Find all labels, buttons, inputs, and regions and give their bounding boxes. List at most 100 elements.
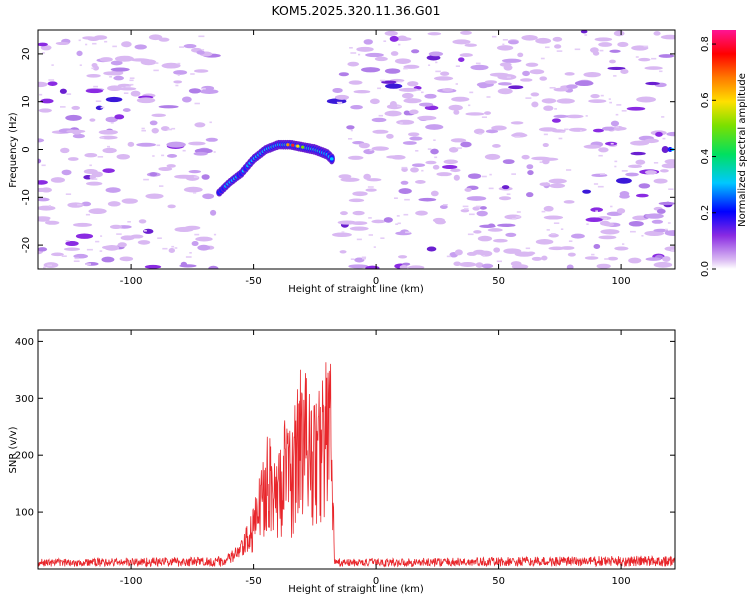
spectrogram-cell bbox=[354, 257, 365, 263]
spectrogram-cell bbox=[334, 94, 350, 100]
spectrogram-cell bbox=[360, 67, 381, 73]
spectrogram-cell bbox=[481, 175, 487, 178]
spectrogram-cell bbox=[584, 256, 599, 260]
spectrogram-cell bbox=[353, 90, 371, 94]
spectrogram-cell bbox=[456, 147, 462, 149]
spectrogram-cell bbox=[136, 142, 157, 147]
spectrogram-cell bbox=[122, 108, 131, 112]
spectrogram-cell bbox=[469, 213, 475, 216]
spectrogram-cell bbox=[484, 80, 498, 85]
spectrogram-cell bbox=[455, 83, 458, 85]
spectrogram-cell bbox=[202, 193, 215, 200]
spectrogram-cell bbox=[645, 81, 660, 86]
spectrogram-cell bbox=[59, 88, 67, 94]
spectrogram-cell bbox=[560, 131, 565, 133]
spectrogram-cell bbox=[434, 156, 438, 159]
spectrogram-cell bbox=[460, 141, 472, 148]
snr-panel: -100 -50 0 50 100 100 200 300 400 Height of str… bbox=[8, 329, 676, 595]
spectrogram-cell bbox=[425, 160, 437, 165]
spectrogram-x-tick-label: 100 bbox=[612, 276, 631, 287]
spectrogram-cell bbox=[580, 30, 588, 34]
spectrogram-cell bbox=[208, 265, 219, 269]
spectrogram-cell bbox=[93, 178, 98, 180]
spectrogram-cell bbox=[620, 69, 629, 75]
spectrogram-cell bbox=[369, 149, 373, 151]
spectrogram-cell bbox=[145, 193, 164, 199]
spectrogram-cell bbox=[521, 154, 530, 160]
spectrogram-cell bbox=[358, 53, 361, 56]
spectrogram-cell bbox=[410, 167, 419, 173]
spectrogram-cell bbox=[432, 217, 445, 223]
colorbar-gradient bbox=[712, 30, 736, 269]
spectrogram-cell bbox=[651, 219, 664, 224]
spectrogram-cell bbox=[92, 65, 99, 71]
spectrogram-cell bbox=[661, 146, 669, 153]
spectrogram-cell bbox=[193, 192, 197, 194]
spectrogram-cell bbox=[86, 73, 101, 78]
spectrogram-cell bbox=[105, 96, 123, 103]
spectrogram-cell bbox=[107, 201, 121, 207]
spectrogram-cell bbox=[197, 244, 211, 251]
spectrogram-cell bbox=[553, 114, 569, 118]
spectrogram-y-label: Frequency (Hz) bbox=[8, 112, 19, 188]
spectrogram-cell bbox=[521, 35, 538, 41]
spectrogram-cell bbox=[548, 178, 567, 184]
spectrogram-cell bbox=[397, 222, 401, 225]
spectrogram-cell bbox=[123, 92, 129, 94]
spectrogram-cell bbox=[593, 243, 601, 249]
spectrogram-cell bbox=[337, 102, 341, 105]
spectrogram-cell bbox=[541, 157, 559, 161]
spectrogram-cell bbox=[137, 240, 151, 245]
spectrogram-cell bbox=[585, 115, 588, 117]
signal-peak-cell bbox=[296, 144, 300, 148]
spectrogram-cell bbox=[365, 265, 380, 269]
spectrogram-cell bbox=[194, 122, 206, 128]
spectrogram-cell bbox=[628, 164, 643, 169]
spectrogram-cell bbox=[130, 90, 141, 97]
spectrogram-cell bbox=[116, 153, 130, 160]
spectrogram-cell bbox=[141, 129, 146, 132]
spectrogram-cell bbox=[453, 174, 460, 181]
spectrogram-cell bbox=[347, 61, 360, 67]
spectrogram-cell bbox=[408, 132, 420, 137]
spectrogram-cell bbox=[125, 86, 131, 88]
spectrogram-cell bbox=[560, 228, 564, 230]
spectrogram-cell bbox=[416, 89, 421, 91]
spectrogram-cell bbox=[496, 260, 502, 263]
spectrogram-cell bbox=[371, 117, 387, 123]
spectrogram-cell bbox=[502, 43, 505, 46]
spectrogram-cell bbox=[614, 165, 617, 168]
spectrogram-cell bbox=[102, 147, 117, 154]
spectrogram-cell bbox=[459, 262, 477, 268]
spectrogram-cell bbox=[511, 173, 516, 175]
spectrogram-cell bbox=[398, 87, 419, 92]
spectrogram-cell bbox=[487, 228, 503, 232]
spectrogram-cell bbox=[433, 76, 454, 81]
spectrogram-cell bbox=[156, 144, 161, 147]
spectrogram-cell bbox=[87, 36, 100, 41]
spectrogram-cell bbox=[598, 42, 613, 47]
spectrogram-cell bbox=[109, 224, 123, 229]
spectrogram-cell bbox=[113, 75, 124, 81]
spectrogram-cell bbox=[588, 99, 607, 104]
spectrogram-cell bbox=[350, 52, 357, 54]
spectrogram-cell bbox=[72, 133, 85, 139]
spectrogram-cell bbox=[383, 217, 393, 223]
spectrogram-cell bbox=[395, 223, 399, 225]
spectrogram-cell bbox=[659, 70, 663, 73]
spectrogram-cell bbox=[196, 50, 205, 55]
spectrogram-cell bbox=[383, 40, 387, 42]
snr-x-tick-label: 0 bbox=[373, 576, 379, 587]
spectrogram-cell bbox=[653, 31, 661, 36]
spectrogram-cell bbox=[585, 217, 603, 223]
spectrogram-cell bbox=[592, 128, 604, 133]
spectrogram-cell bbox=[65, 241, 79, 247]
spectrogram-cell bbox=[55, 41, 70, 46]
spectrogram-cell bbox=[664, 230, 675, 236]
spectrogram-cell bbox=[127, 141, 135, 147]
spectrogram-cell bbox=[39, 93, 43, 96]
spectrogram-cell bbox=[636, 193, 649, 198]
snr-y-tick-label: 200 bbox=[15, 451, 34, 462]
spectrogram-cell bbox=[586, 223, 589, 225]
spectrogram-cell bbox=[102, 168, 115, 173]
